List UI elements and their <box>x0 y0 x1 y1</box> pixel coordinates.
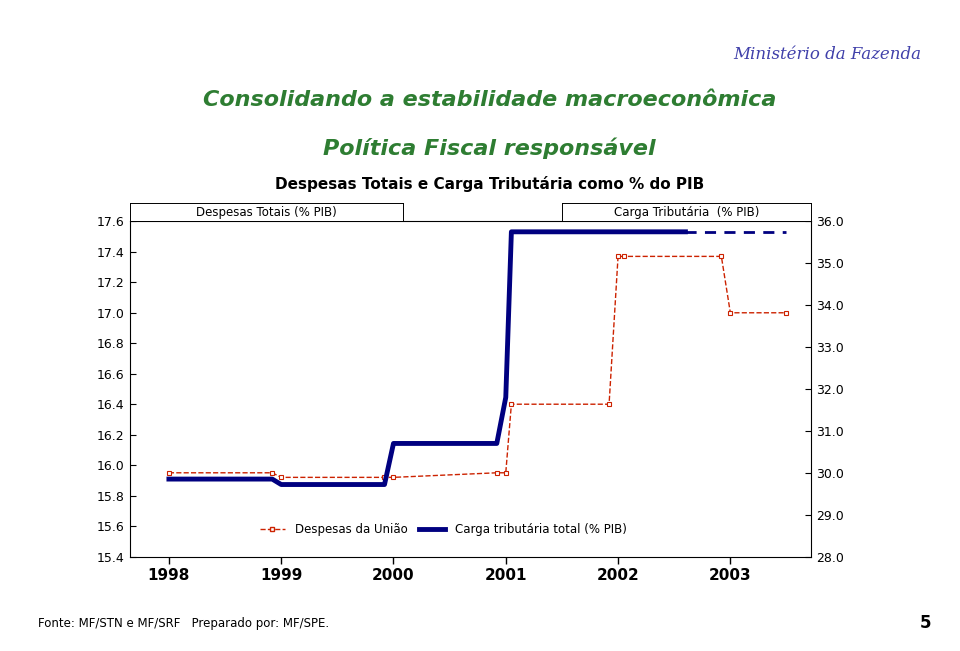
Text: Despesas Totais e Carga Tributária como % do PIB: Despesas Totais e Carga Tributária como … <box>275 176 705 193</box>
Text: Política Fiscal responsável: Política Fiscal responsável <box>324 137 656 159</box>
Text: 5: 5 <box>920 614 931 632</box>
Legend: Despesas da União, Carga tributária total (% PIB): Despesas da União, Carga tributária tota… <box>254 518 632 540</box>
Text: Fonte: MF/STN e MF/SRF   Preparado por: MF/SPE.: Fonte: MF/STN e MF/SRF Preparado por: MF… <box>38 616 329 630</box>
Text: Carga Tributária  (% PIB): Carga Tributária (% PIB) <box>613 206 759 219</box>
Text: Ministério da Fazenda: Ministério da Fazenda <box>733 46 922 63</box>
Text: Consolidando a estabilidade macroeconômica: Consolidando a estabilidade macroeconômi… <box>203 90 777 111</box>
Text: Despesas Totais (% PIB): Despesas Totais (% PIB) <box>196 206 337 219</box>
